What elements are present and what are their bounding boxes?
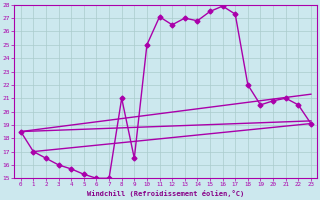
X-axis label: Windchill (Refroidissement éolien,°C): Windchill (Refroidissement éolien,°C) — [87, 190, 244, 197]
